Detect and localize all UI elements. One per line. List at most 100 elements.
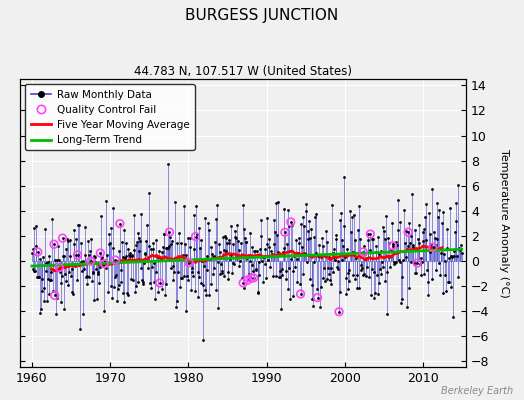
Point [405,220,413,226]
Point [272,272,281,279]
Point [101,198,110,204]
Point [312,211,320,217]
Point [399,248,408,254]
Point [385,254,393,260]
Point [321,278,329,284]
Point [449,254,457,260]
Point [185,244,194,250]
Point [215,248,224,255]
Point [442,226,451,233]
Point [273,231,281,238]
Point [433,200,442,206]
Point [224,269,232,276]
Point [68,289,77,295]
Point [111,274,119,280]
Point [307,226,315,232]
Point [30,224,38,231]
Point [407,232,416,239]
Point [161,281,170,287]
Point [391,260,399,266]
Point [455,246,464,252]
Point [212,286,221,293]
Point [443,245,452,251]
Point [102,264,111,271]
Point [233,254,242,261]
Point [177,275,185,281]
Point [257,232,266,239]
Point [353,272,361,278]
Point [195,274,204,280]
Point [377,271,386,277]
Point [253,248,261,254]
Point [362,256,370,262]
Point [207,244,215,250]
Point [199,337,207,344]
Point [379,264,388,270]
Point [420,226,429,232]
Point [331,256,340,263]
Point [335,308,343,315]
Point [202,292,210,298]
Point [390,261,399,268]
Point [162,244,171,251]
Point [314,242,323,248]
Point [155,248,163,254]
Point [182,308,190,314]
Point [359,249,367,255]
Point [193,294,202,301]
Point [241,226,249,232]
Point [318,235,326,241]
Point [452,218,461,225]
Point [428,276,436,282]
Point [239,280,247,286]
Point [244,277,252,283]
Point [36,310,45,316]
Point [66,237,74,243]
Point [238,202,247,208]
Point [62,246,71,252]
Point [204,220,212,226]
Point [287,219,295,225]
Point [337,257,346,264]
Point [62,278,70,284]
Point [63,238,72,244]
Point [455,245,463,251]
Point [223,276,232,282]
Point [214,304,222,311]
Point [129,276,137,283]
Point [28,250,36,256]
Point [106,240,114,246]
Point [375,251,383,258]
Point [49,262,57,268]
Point [45,252,53,259]
Point [81,224,90,230]
Point [313,294,322,301]
Point [430,229,439,236]
Point [377,248,385,254]
Point [41,268,50,274]
Point [428,186,436,192]
Point [410,269,419,276]
Point [346,228,355,235]
Point [290,252,298,259]
Point [266,264,274,270]
Point [47,277,56,283]
Point [426,249,434,255]
Point [394,197,402,203]
Point [267,253,276,260]
Point [105,231,113,237]
Point [205,227,213,233]
Point [450,248,458,254]
Point [429,244,437,250]
Point [324,271,333,278]
Point [286,296,294,302]
Point [34,274,42,280]
Point [137,264,146,271]
Point [113,298,121,304]
Point [314,253,322,260]
Point [177,240,185,246]
Point [80,266,88,272]
Point [329,250,337,257]
Point [187,286,195,293]
Point [300,223,309,229]
